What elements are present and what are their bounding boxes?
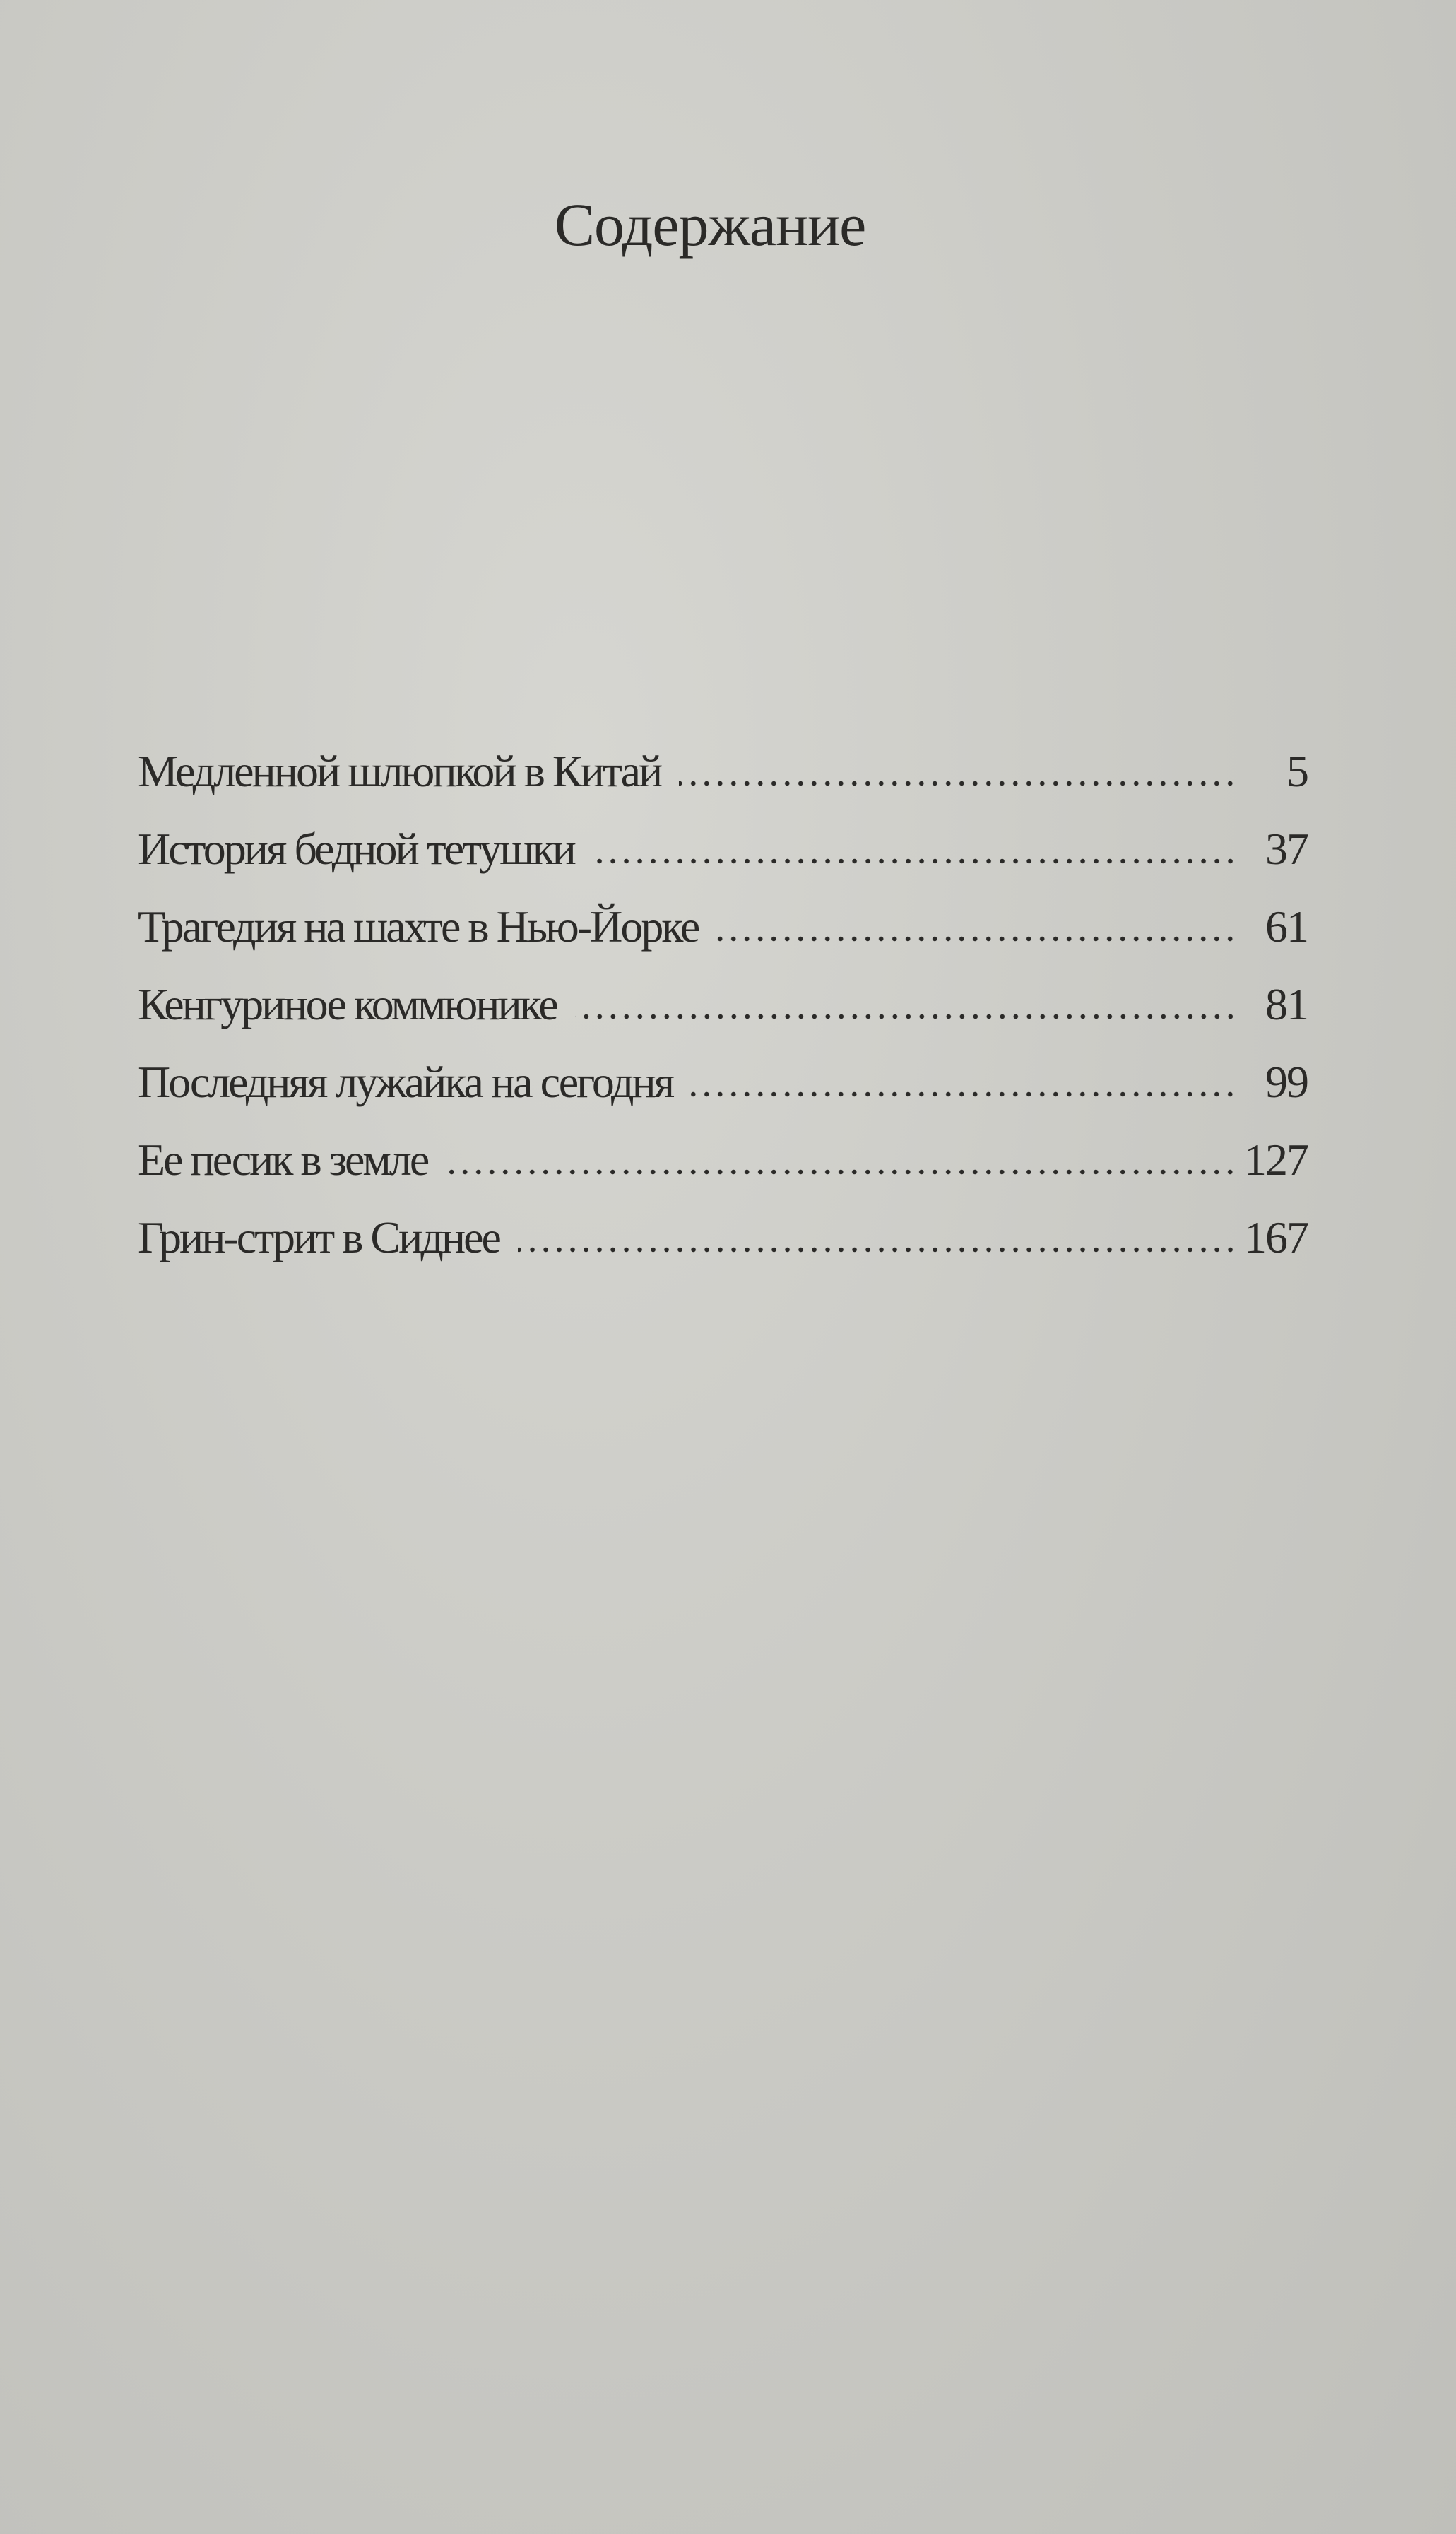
toc-entry: Последняя лужайка на сегодня 99 [138,1056,1309,1134]
dot-leader [691,1091,1237,1097]
toc-entry: Кенгуриное коммюнике 81 [138,978,1309,1056]
toc-entry-page: 81 [1265,979,1309,1029]
toc-entry: История бедной тетушки 37 [138,823,1309,901]
toc-entry-title: Трагедия на шахте в Нью-Йорке [138,901,700,952]
toc-entry: Трагедия на шахте в Нью-Йорке 61 [138,901,1309,978]
toc-entry-title: Медленной шлюпкой в Китай [138,746,663,796]
toc-entry: Медленной шлюпкой в Китай 5 [138,745,1309,823]
table-of-contents: Медленной шлюпкой в Китай 5 История бедн… [138,745,1309,1289]
toc-entry-page: 5 [1286,746,1309,796]
page-title: Содержание [554,191,867,259]
dot-leader [446,1169,1237,1175]
toc-entry-page: 61 [1265,901,1309,952]
toc-entry-page: 167 [1244,1212,1309,1262]
dot-leader [716,936,1237,942]
toc-entry-title: Грин-стрит в Сиднее [138,1212,502,1262]
toc-entry: Ее песик в земле 127 [138,1134,1309,1212]
toc-entry-title: Кенгуриное коммюнике [138,979,559,1029]
dot-leader [517,1247,1237,1253]
toc-entry-title: Последняя лужайка на сегодня [138,1057,675,1107]
dot-leader [574,1014,1237,1019]
toc-entry-title: История бедной тетушки [138,824,576,874]
toc-entry-page: 127 [1244,1135,1309,1185]
toc-entry: Грин-стрит в Сиднее 167 [138,1212,1309,1289]
dot-leader [592,858,1237,864]
toc-entry-page: 37 [1265,824,1309,874]
toc-entry-page: 99 [1265,1057,1309,1107]
dot-leader [679,781,1237,786]
toc-entry-title: Ее песик в земле [138,1135,430,1185]
